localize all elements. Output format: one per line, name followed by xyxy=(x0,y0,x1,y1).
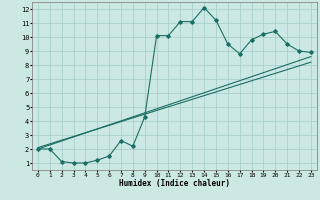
X-axis label: Humidex (Indice chaleur): Humidex (Indice chaleur) xyxy=(119,179,230,188)
